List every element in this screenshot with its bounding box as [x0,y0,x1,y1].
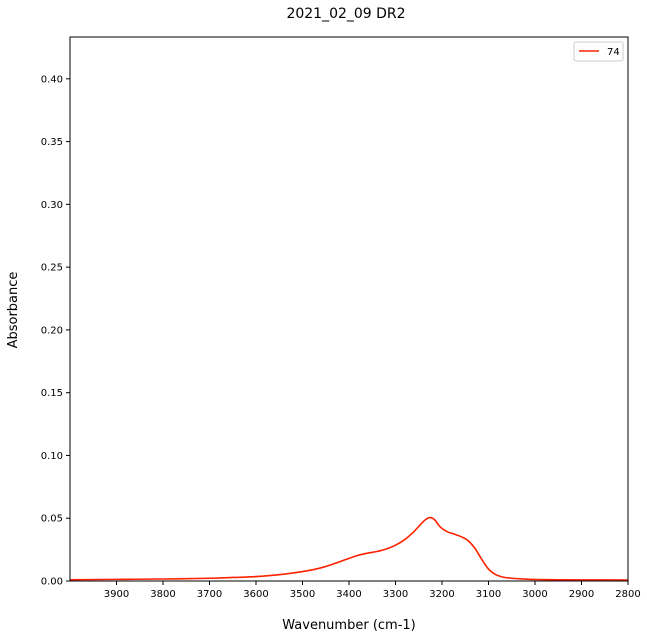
y-tick-label: 0.15 [41,388,63,399]
x-axis-ticks: 3900 3800 3700 3600 3500 3400 3300 3200 3100 3000… [104,581,641,600]
x-tick-label: 3600 [243,589,268,600]
chart-title: 2021_02_09 DR2 [286,6,405,22]
x-tick-label: 3500 [290,589,315,600]
legend: 74 [573,41,624,62]
x-tick-label: 3100 [476,589,501,600]
x-tick-label: 3000 [522,589,547,600]
x-axis-label: Wavenumber (cm-1) [282,618,415,633]
series-line-74 [69,516,629,581]
legend-label: 74 [607,47,620,58]
y-tick-label: 0.25 [41,263,63,274]
y-tick-label: 0.20 [41,325,63,336]
y-axis-ticks: 0.00 0.05 0.10 0.15 0.20 0.25 0.30 0.35 0.40 [41,74,70,588]
x-tick-label: 3800 [150,589,175,600]
x-tick-label: 3700 [197,589,222,600]
x-tick-label: 3900 [104,589,129,600]
x-tick-label: 2900 [569,589,594,600]
y-tick-label: 0.40 [41,74,63,85]
x-tick-label: 3400 [336,589,361,600]
y-tick-label: 0.30 [41,200,63,211]
y-tick-label: 0.05 [41,514,63,525]
y-tick-label: 0.00 [41,577,63,588]
x-tick-label: 3300 [383,589,408,600]
y-tick-label: 0.10 [41,451,63,462]
x-tick-label: 2800 [615,589,640,600]
y-axis-label: Absorbance [6,272,21,349]
y-tick-label: 0.35 [41,137,63,148]
plot-frame [69,36,629,582]
x-tick-label: 3200 [429,589,454,600]
